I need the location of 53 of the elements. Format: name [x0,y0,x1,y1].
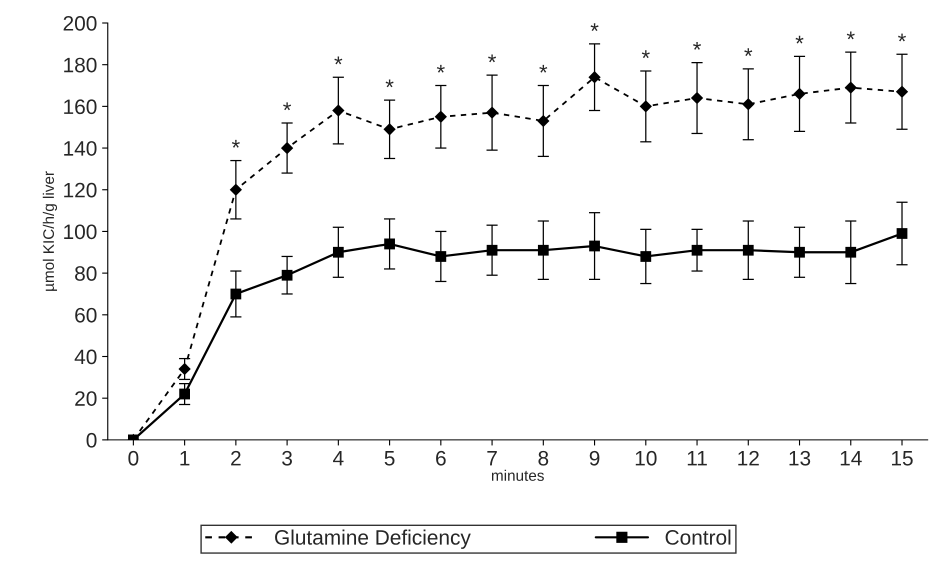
annotation: * [539,64,548,73]
x-tick-label: 13 [790,450,810,466]
annotation: * [642,50,650,58]
x-tick-label: 8 [538,450,548,466]
y-tick-label: 200 [64,16,97,31]
annotation: * [693,42,702,50]
x-tick-label: 15 [892,451,913,466]
x-tick-label: 1 [180,451,190,466]
point [589,240,600,252]
x-tick-label: 14 [840,451,862,466]
x-tick-label: 11 [688,451,707,466]
annotation: * [744,48,752,56]
point [486,244,498,256]
point [692,244,702,256]
annotation: * [488,54,496,62]
x-tick-label: 3 [282,450,292,466]
annotation: * [283,102,292,110]
y-tick-label: 120 [64,182,97,198]
legend-label: Control [666,529,730,545]
annotation: * [232,140,240,148]
y-tick-label: 20 [75,391,97,406]
annotation: * [334,56,342,64]
y-tick-label: 160 [64,99,97,114]
annotation: * [590,23,599,31]
y-tick-label: 140 [64,141,97,156]
x-tick-label: 9 [590,450,600,466]
annotation: * [386,79,394,88]
x-tick-label: 5 [384,451,395,466]
annotation: * [796,36,804,44]
y-tick-label: 100 [64,224,97,240]
x-tick-label: 7 [487,451,497,466]
x-tick-label: 12 [738,450,759,466]
y-tick-label: 60 [75,308,97,323]
y-tick-label: 0 [86,432,97,448]
y-tick-label: 180 [64,58,97,72]
y-tick-label: 80 [75,266,97,281]
annotation: * [846,32,855,40]
y-tick-label: 40 [74,350,97,364]
y-axis-title: µmol KIC/h/g liver [42,171,58,291]
point [896,228,908,239]
point [384,238,395,250]
point [794,246,805,258]
x-tick-label: 10 [636,450,657,466]
legend-label: Glutamine Deficiency [275,529,471,549]
annotation: * [436,64,445,73]
annotation: * [898,34,906,42]
point [179,388,190,400]
x-axis-title: minutes [492,470,544,481]
x-tick-label: 6 [436,450,446,466]
x-tick-label: 0 [128,450,138,466]
x-tick-label: 4 [333,451,344,466]
x-tick-label: 2 [231,450,241,466]
point [282,270,292,281]
